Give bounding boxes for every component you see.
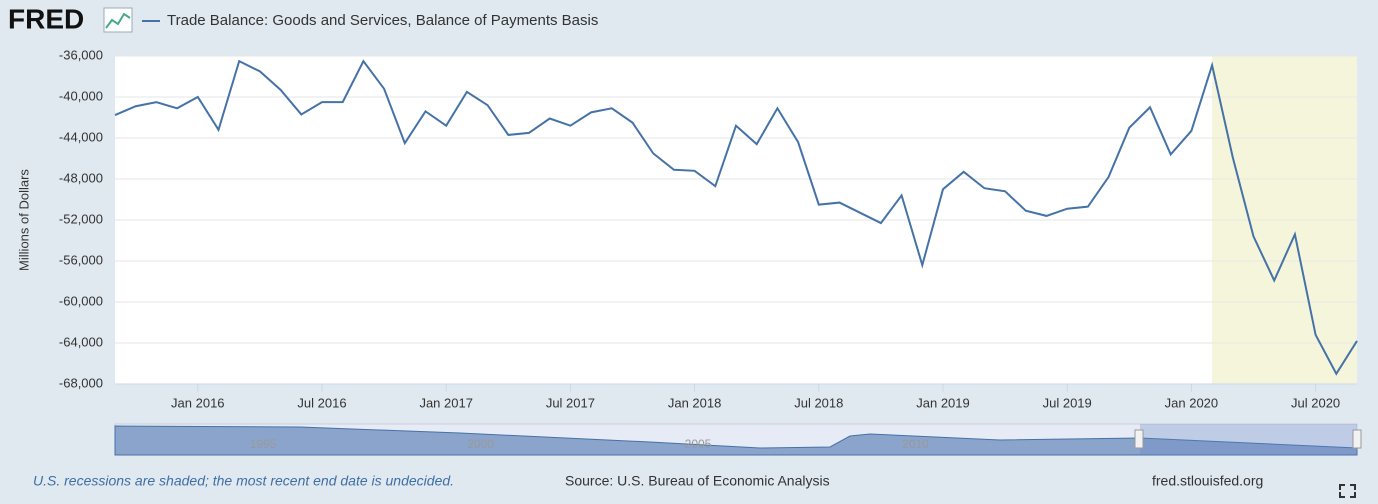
y-tick-label: -56,000 xyxy=(59,252,103,267)
footer-site: fred.stlouisfed.org xyxy=(1152,473,1263,489)
x-tick-label: Jul 2019 xyxy=(1043,395,1092,410)
y-tick-label: -52,000 xyxy=(59,211,103,226)
y-tick-label: -48,000 xyxy=(59,170,103,185)
y-tick-label: -40,000 xyxy=(59,88,103,103)
footer-note: U.S. recessions are shaded; the most rec… xyxy=(33,473,454,489)
y-tick-label: -36,000 xyxy=(59,47,103,62)
fullscreen-icon[interactable] xyxy=(1339,484,1356,498)
footer-source: Source: U.S. Bureau of Economic Analysis xyxy=(565,473,830,489)
x-tick-label: Jan 2016 xyxy=(171,395,225,410)
x-tick-label: Jan 2018 xyxy=(668,395,722,410)
x-tick-label: Jan 2017 xyxy=(419,395,473,410)
y-tick-label: -60,000 xyxy=(59,293,103,308)
series-line xyxy=(114,59,1358,376)
x-tick-label: Jul 2020 xyxy=(1291,395,1340,410)
y-tick-label: -44,000 xyxy=(59,129,103,144)
navigator-year-label: 1995 xyxy=(250,437,277,451)
x-tick-label: Jan 2020 xyxy=(1165,395,1219,410)
logo-icon xyxy=(103,7,133,33)
navigator-year-label: 2000 xyxy=(467,437,494,451)
x-tick-label: Jul 2017 xyxy=(546,395,595,410)
navigator: 1995 2000 2005 2010 xyxy=(114,423,1362,456)
navigator-year-label: 2005 xyxy=(685,437,712,451)
logo: FRED xyxy=(8,3,84,34)
y-axis-label: Millions of Dollars xyxy=(16,169,31,271)
navigator-year-label: 2010 xyxy=(902,437,929,451)
x-tick-label: Jan 2019 xyxy=(916,395,970,410)
y-tick-label: -64,000 xyxy=(59,334,103,349)
x-tick-label: Jul 2016 xyxy=(297,395,346,410)
legend-label: Trade Balance: Goods and Services, Balan… xyxy=(167,12,598,29)
x-tick-label: Jul 2018 xyxy=(794,395,843,410)
y-tick-label: -68,000 xyxy=(59,375,103,390)
